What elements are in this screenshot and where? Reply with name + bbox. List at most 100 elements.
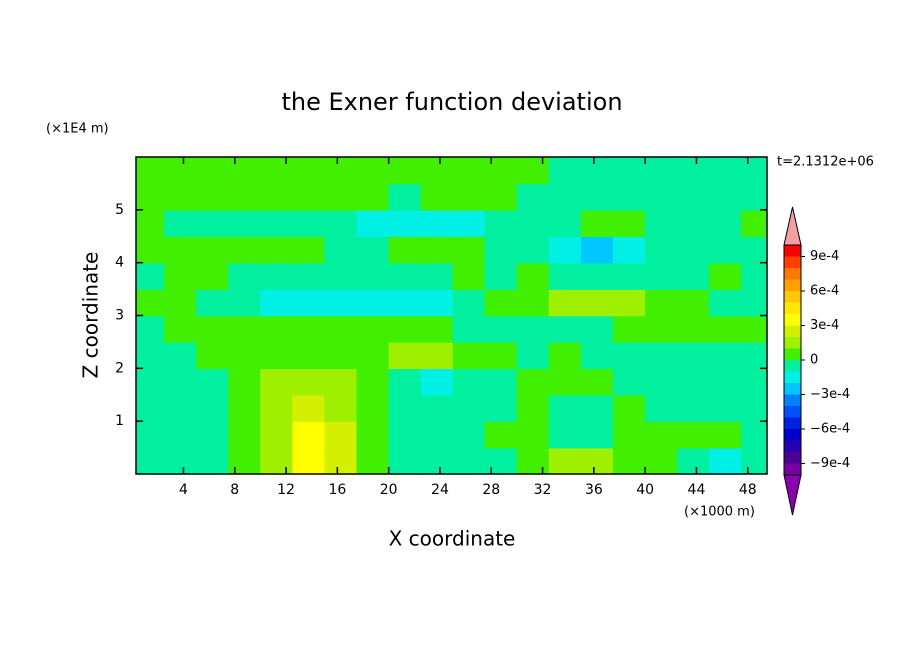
- field-cell: [548, 262, 582, 290]
- field-cell: [228, 421, 262, 449]
- colorbar-bin: [784, 256, 801, 268]
- field-cell: [645, 341, 678, 370]
- x-tick-label: 20: [380, 482, 398, 498]
- field-cell: [645, 394, 678, 422]
- field-cell: [452, 262, 486, 290]
- field-cell: [516, 368, 550, 396]
- field-cell: [420, 262, 454, 290]
- field-cell: [388, 394, 422, 422]
- field-cell: [420, 157, 454, 185]
- field-cell: [324, 209, 358, 237]
- field-cell: [612, 447, 646, 474]
- field-cell: [709, 315, 743, 343]
- field-cell: [356, 262, 390, 290]
- field-cell: [164, 236, 198, 264]
- field-cell: [420, 368, 454, 396]
- field-cell: [292, 209, 326, 237]
- field-cell: [612, 209, 646, 237]
- field-cell: [164, 447, 198, 474]
- field-cell: [388, 341, 422, 370]
- field-cell: [260, 394, 294, 422]
- field-cell: [612, 288, 646, 317]
- field-cell: [356, 368, 390, 396]
- field-cell: [741, 209, 767, 237]
- field-cell: [677, 368, 711, 396]
- colorbar-bin: [784, 360, 801, 372]
- field-cell: [260, 341, 294, 370]
- field-cell: [548, 183, 582, 211]
- field-cell: [580, 421, 614, 449]
- x-tick-label: 4: [179, 482, 188, 498]
- x-tick-label: 16: [328, 482, 346, 498]
- y-tick-label: 3: [115, 308, 124, 324]
- field-cell: [356, 394, 390, 422]
- colorbar-under: [783, 474, 802, 516]
- field-cell: [196, 288, 230, 317]
- field-cell: [228, 315, 262, 343]
- field-cell: [260, 236, 294, 264]
- field-cell: [292, 288, 326, 317]
- colorbar-tick-label: −9e-4: [810, 456, 850, 471]
- field-cell: [292, 315, 326, 343]
- field-cell: [420, 183, 454, 211]
- field-cell: [136, 262, 165, 290]
- field-cell: [612, 421, 646, 449]
- field-cell: [484, 447, 518, 474]
- field-cell: [677, 447, 711, 474]
- field-cell: [516, 157, 550, 185]
- field-cell: [709, 288, 743, 317]
- x-tick-label: 48: [739, 482, 757, 498]
- field-cell: [196, 209, 230, 237]
- field-cell: [484, 341, 518, 370]
- colorbar-bin: [784, 314, 801, 326]
- field-cell: [136, 183, 165, 211]
- field-cell: [260, 157, 294, 185]
- field-cell: [709, 341, 743, 370]
- field-cell: [741, 157, 767, 185]
- field-cell: [196, 236, 230, 264]
- field-cell: [164, 288, 198, 317]
- field-cell: [548, 209, 582, 237]
- field-cell: [484, 394, 518, 422]
- field-cell: [388, 421, 422, 449]
- y-unit: (×1E4 m): [46, 122, 109, 137]
- field-cell: [452, 341, 486, 370]
- field-cell: [709, 262, 743, 290]
- field-cell: [228, 183, 262, 211]
- field-cell: [324, 368, 358, 396]
- field-cell: [356, 315, 390, 343]
- field-cell: [228, 447, 262, 474]
- field-cell: [612, 368, 646, 396]
- field-cell: [548, 341, 582, 370]
- field-cell: [164, 368, 198, 396]
- field-cell: [292, 262, 326, 290]
- colorbar-bin: [784, 440, 801, 452]
- field-cell: [645, 421, 678, 449]
- field-cell: [645, 315, 678, 343]
- field-cell: [484, 368, 518, 396]
- field-cell: [164, 421, 198, 449]
- field-cell: [516, 421, 550, 449]
- colorbar-bin: [784, 268, 801, 280]
- field-cell: [612, 236, 646, 264]
- field-cell: [388, 447, 422, 474]
- field-cell: [356, 236, 390, 264]
- field-cell: [709, 236, 743, 264]
- field-cell: [516, 183, 550, 211]
- colorbar-tick-label: 0: [810, 353, 818, 368]
- field-cell: [292, 421, 326, 449]
- field-cell: [196, 183, 230, 211]
- field-cell: [580, 394, 614, 422]
- field-cell: [452, 183, 486, 211]
- field-cell: [741, 315, 767, 343]
- colorbar-bin: [784, 337, 801, 349]
- colorbar-bin: [784, 383, 801, 395]
- colorbar-over: [783, 206, 802, 246]
- field-cell: [548, 421, 582, 449]
- x-tick-label: 12: [277, 482, 295, 498]
- field-cell: [260, 262, 294, 290]
- field-cell: [741, 394, 767, 422]
- field-cell: [612, 315, 646, 343]
- field-cell: [484, 209, 518, 237]
- field-cell: [580, 447, 614, 474]
